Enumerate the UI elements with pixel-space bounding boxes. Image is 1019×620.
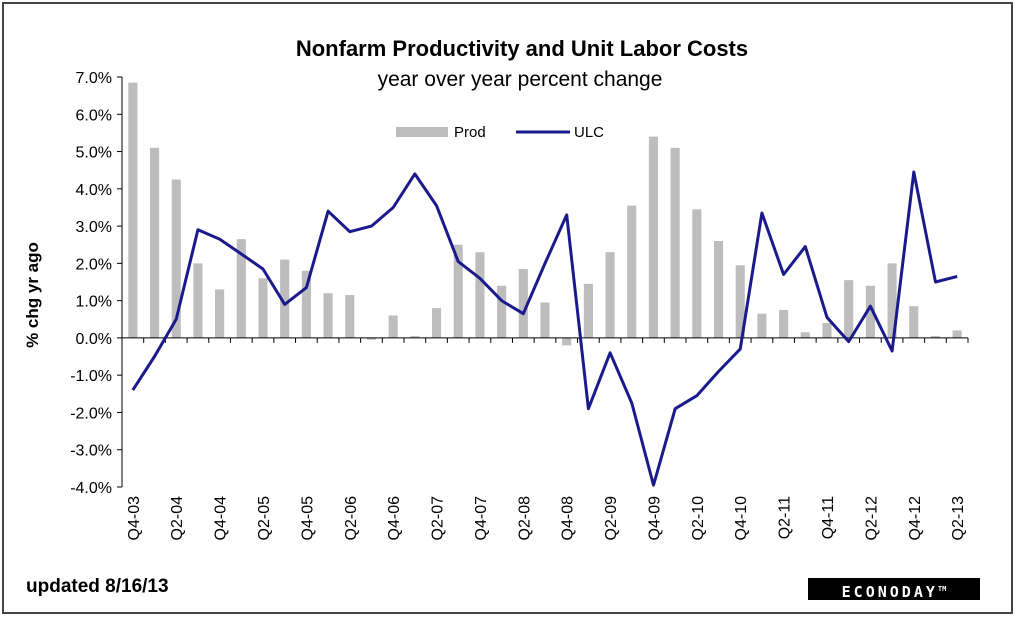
prod-bar xyxy=(388,315,398,338)
y-axis-label: % chg yr ago xyxy=(23,242,42,348)
x-tick-labels: Q4-03 Q2-04 Q4-04 Q2-05 Q4-05 Q2-06 Q4-06 Q2-07… xyxy=(126,496,967,541)
prod-bar xyxy=(865,285,875,338)
y-tick-labels: 7.0% 6.0% 5.0% 4.0% 3.0% 2.0% 1.0% 0.0% -1.0% -2.… xyxy=(70,70,112,497)
prod-bar xyxy=(301,270,311,338)
legend: Prod ULC xyxy=(396,124,604,141)
prod-bar xyxy=(431,308,442,338)
prod-bar xyxy=(128,82,138,338)
prod-bar xyxy=(952,330,962,338)
x-tick-label: Q2-04 xyxy=(169,496,186,541)
x-tick-label: Q4-04 xyxy=(213,496,230,541)
prod-bars xyxy=(128,82,962,346)
prod-bar xyxy=(410,336,420,338)
x-tick-label: Q4-10 xyxy=(733,496,750,541)
prod-bar xyxy=(280,259,290,338)
y-tick-label: 5.0% xyxy=(76,145,112,162)
brand-mark: TM xyxy=(937,585,947,593)
prod-bar xyxy=(562,337,572,346)
x-tick-label: Q2-06 xyxy=(343,496,360,541)
prod-bar xyxy=(540,302,550,338)
x-tick-label: Q4-09 xyxy=(646,496,663,541)
prod-bar xyxy=(735,265,745,338)
prod-bar xyxy=(670,147,680,338)
x-tick-label: Q4-08 xyxy=(560,496,577,541)
updated-note: updated 8/16/13 xyxy=(26,576,169,597)
prod-bar xyxy=(648,136,659,338)
y-tick-label: -3.0% xyxy=(70,443,112,460)
x-tick-label: Q2-13 xyxy=(950,496,967,541)
y-tick-label: 3.0% xyxy=(76,219,112,236)
prod-bar xyxy=(692,209,702,338)
prod-bar xyxy=(605,252,615,338)
x-tick-label: Q4-06 xyxy=(386,496,403,541)
x-tick-label: Q4-05 xyxy=(299,496,316,541)
prod-bar xyxy=(930,336,941,338)
chart-title: Nonfarm Productivity and Unit Labor Cost… xyxy=(296,36,748,61)
prod-bar xyxy=(800,332,810,338)
prod-bar xyxy=(475,252,485,338)
y-tick-label: 7.0% xyxy=(76,70,112,87)
axes xyxy=(117,76,969,488)
legend-ulc-label: ULC xyxy=(574,124,604,141)
prod-bar xyxy=(583,283,593,338)
prod-bar xyxy=(627,205,637,338)
x-tick-label: Q4-12 xyxy=(907,496,924,541)
prod-bar xyxy=(779,309,789,338)
econoday-logo: ECONODAYTM xyxy=(808,578,980,601)
x-tick-label: Q4-07 xyxy=(473,496,490,541)
y-tick-label: 0.0% xyxy=(76,331,112,348)
prod-bar xyxy=(149,147,160,338)
x-tick-label: Q2-11 xyxy=(777,496,794,539)
y-tick-label: 1.0% xyxy=(76,294,112,311)
x-tick-label: Q2-09 xyxy=(603,496,620,541)
prod-bar xyxy=(518,268,528,338)
prod-bar xyxy=(171,179,181,338)
x-tick-label: Q4-11 xyxy=(820,496,837,539)
chart-frame: Nonfarm Productivity and Unit Labor Cost… xyxy=(2,2,1013,614)
brand-name: ECONODAY xyxy=(841,583,938,601)
x-tick-label: Q2-08 xyxy=(516,496,533,541)
y-tick-label: -4.0% xyxy=(70,480,112,497)
x-tick-label: Q2-05 xyxy=(256,496,273,541)
y-tick-label: -2.0% xyxy=(70,405,112,422)
y-tick-label: 4.0% xyxy=(76,182,112,199)
prod-bar xyxy=(193,263,203,338)
x-tick-label: Q2-07 xyxy=(430,496,447,541)
prod-bar xyxy=(909,306,919,338)
prod-bar xyxy=(453,244,463,338)
y-tick-label: 6.0% xyxy=(76,107,112,124)
prod-bar xyxy=(323,293,333,338)
x-tick-label: Q2-10 xyxy=(690,496,707,541)
y-tick-label: 2.0% xyxy=(76,256,112,273)
legend-prod-swatch xyxy=(396,127,448,137)
prod-bar xyxy=(844,280,854,338)
prod-bar xyxy=(215,289,225,338)
ulc-line xyxy=(131,170,958,487)
chart-subtitle: year over year percent change xyxy=(378,68,663,91)
prod-bar xyxy=(757,313,767,338)
prod-bar xyxy=(236,239,246,338)
legend-prod-label: Prod xyxy=(454,124,486,141)
prod-bar xyxy=(887,263,897,338)
chart-svg: Nonfarm Productivity and Unit Labor Cost… xyxy=(23,36,969,541)
prod-bar xyxy=(713,241,724,338)
prod-bar xyxy=(497,285,507,338)
prod-bar xyxy=(258,278,268,338)
prod-bar xyxy=(822,323,832,338)
prod-bar xyxy=(366,337,377,340)
x-tick-label: Q4-03 xyxy=(126,496,143,541)
y-tick-label: -1.0% xyxy=(70,368,112,385)
x-tick-label: Q2-12 xyxy=(863,496,880,541)
prod-bar xyxy=(345,295,355,338)
